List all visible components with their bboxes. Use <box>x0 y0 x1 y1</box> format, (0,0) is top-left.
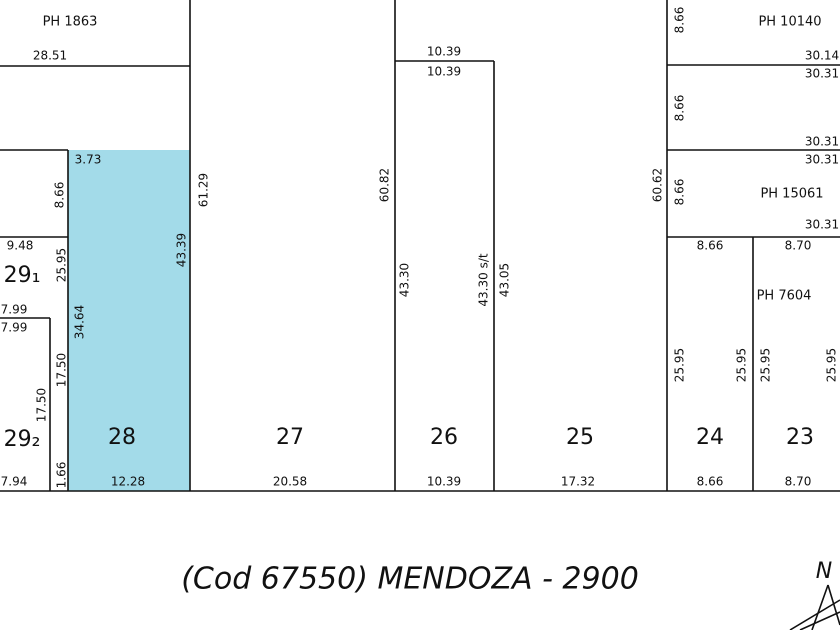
dimension-label: 25.95 <box>735 348 749 382</box>
dimension-label: 17.32 <box>561 475 595 489</box>
ph-label: PH 10140 <box>758 15 821 30</box>
dimension-label: 12.28 <box>111 475 145 489</box>
dimension-label: 20.58 <box>273 475 307 489</box>
dimension-label: 8.66 <box>697 475 724 489</box>
dimension-label: 61.29 <box>197 173 211 207</box>
dimension-label: 10.39 <box>427 45 461 59</box>
dimension-label: 34.64 <box>73 305 87 339</box>
dimension-label: 1.66 <box>55 462 69 489</box>
dimension-label: 28.51 <box>33 49 67 63</box>
dimension-label: 43.05 <box>498 263 512 297</box>
dimension-label: 8.66 <box>53 182 67 209</box>
lot-number: 23 <box>786 425 814 450</box>
ph-label: PH 7604 <box>757 289 812 304</box>
dimension-label: 9.48 <box>7 239 34 253</box>
dimension-label: 8.70 <box>785 475 812 489</box>
dimension-label: 7.94 <box>1 475 28 489</box>
lot-number: 28 <box>108 425 136 450</box>
highlighted-lot <box>68 150 190 491</box>
dimension-label: 7.99 <box>1 303 28 317</box>
lot-lines <box>0 0 840 492</box>
north-label: N <box>816 559 832 584</box>
dimension-label: 30.31 <box>805 153 839 167</box>
lot-number: 26 <box>430 425 458 450</box>
dimension-label: 8.66 <box>673 95 687 122</box>
dimension-label: 17.50 <box>55 353 69 387</box>
dimension-label: 10.39 <box>427 475 461 489</box>
dimension-label: 8.66 <box>673 7 687 34</box>
dimension-label: 17.50 <box>35 388 49 422</box>
lot-number: 25 <box>566 425 594 450</box>
dimension-label: 30.14 <box>805 49 839 63</box>
dimension-label: 43.30 <box>398 263 412 297</box>
dimension-label: 10.39 <box>427 65 461 79</box>
north-arrow <box>789 584 840 630</box>
lot-number: 29₂ <box>4 427 41 452</box>
dimension-label: 43.39 <box>175 233 189 267</box>
dimension-label: 7.99 <box>1 321 28 335</box>
dimension-label: 25.95 <box>825 348 839 382</box>
lot-number: 24 <box>696 425 724 450</box>
street-name: (Cod 67550) MENDOZA - 2900 <box>181 562 639 597</box>
ph-label: PH 15061 <box>760 187 823 202</box>
dimension-label: 25.95 <box>759 348 773 382</box>
dimension-label: 25.95 <box>55 248 69 282</box>
blank-patch <box>85 68 190 150</box>
dimension-label: 60.82 <box>378 168 392 202</box>
dimension-label: 25.95 <box>673 348 687 382</box>
lot-number: 29₁ <box>4 263 41 288</box>
dimension-label: 30.31 <box>805 67 839 81</box>
dimension-label: 30.31 <box>805 135 839 149</box>
dimension-label: 30.31 <box>805 218 839 232</box>
dimension-label: 8.70 <box>785 239 812 253</box>
dimension-label: 43.30 s/t <box>477 253 491 306</box>
dimension-label: 3.73 <box>75 153 102 167</box>
lot-number: 27 <box>276 425 304 450</box>
dimension-label: 60.62 <box>651 168 665 202</box>
dimension-label: 8.66 <box>697 239 724 253</box>
dimension-label: 8.66 <box>673 179 687 206</box>
ph-label: PH 1863 <box>43 15 98 30</box>
